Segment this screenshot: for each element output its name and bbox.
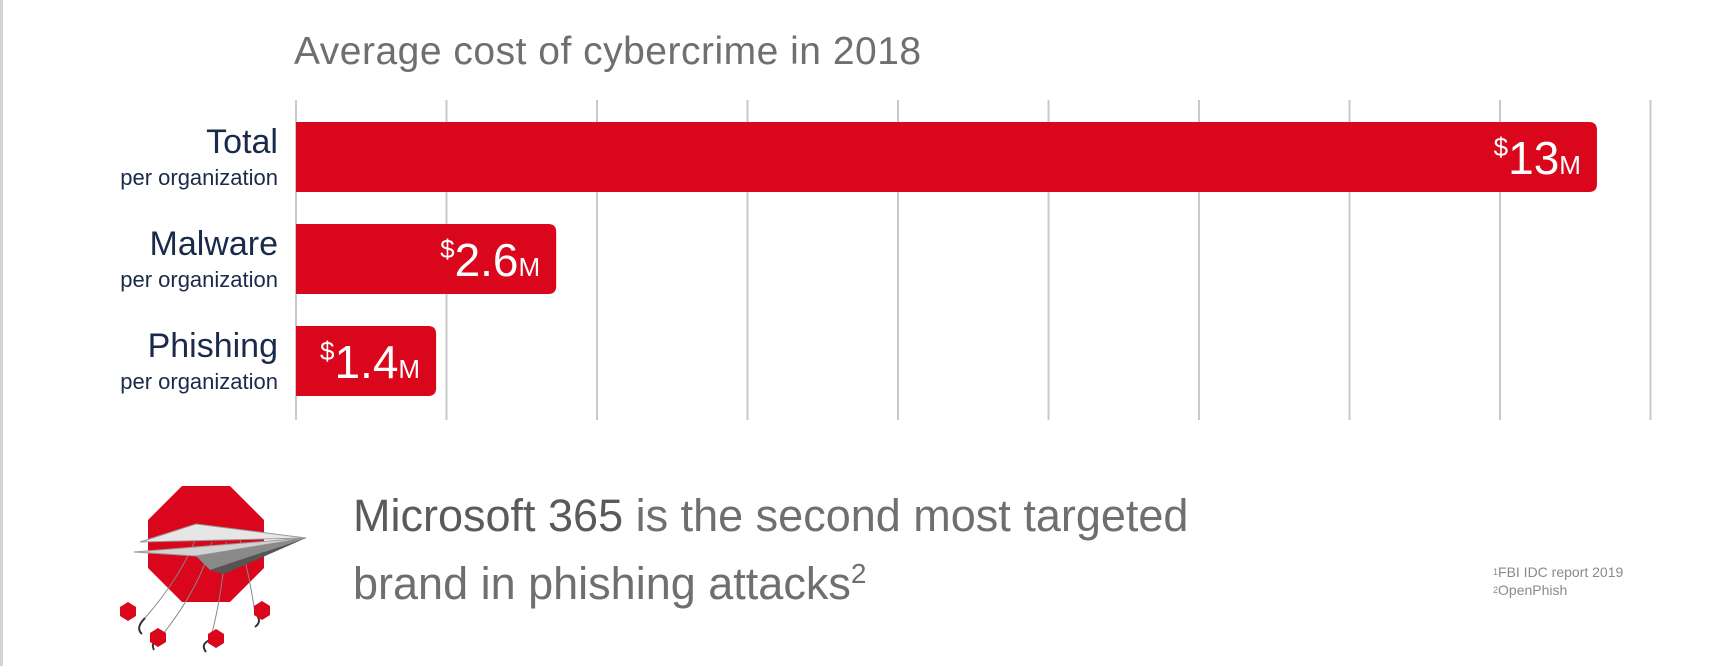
bar-value-label: $1.4M <box>320 336 420 388</box>
chart-bars: $13M$2.6M$1.4M <box>296 122 1597 396</box>
footnotes: 1FBI IDC report 2019 2OpenPhish <box>1493 563 1623 599</box>
value-suffix: M <box>519 252 541 282</box>
footnote-2-text: OpenPhish <box>1498 582 1568 598</box>
headline-line-2-text: brand in phishing attacks <box>353 558 851 609</box>
paper-plane-stop-sign-phishing-hooks-icon <box>120 486 307 653</box>
footnote-1-text: FBI IDC report 2019 <box>1498 564 1624 580</box>
footnote-2-marker: 2 <box>1493 585 1499 595</box>
bar <box>296 326 437 396</box>
bar <box>296 224 557 294</box>
headline-line-1-text: is the second most targeted <box>623 490 1189 541</box>
left-border <box>0 0 3 666</box>
category-label: Total <box>206 123 278 161</box>
value-prefix: $ <box>1494 132 1509 162</box>
value-number: 2.6 <box>455 234 519 286</box>
category-label: Phishing <box>148 327 278 365</box>
category-sublabel: per organization <box>120 165 278 190</box>
value-prefix: $ <box>440 234 455 264</box>
footnote-1-marker: 1 <box>1493 567 1499 577</box>
category-label: Malware <box>150 225 278 263</box>
value-prefix: $ <box>320 336 335 366</box>
footnote-1: 1FBI IDC report 2019 <box>1493 563 1623 581</box>
headline-line-2: brand in phishing attacks2 <box>353 550 1253 618</box>
bar-value-label: $2.6M <box>440 234 540 286</box>
brand-name: Microsoft 365 <box>353 490 624 541</box>
value-number: 13 <box>1508 132 1559 184</box>
chart-title: Average cost of cybercrime in 2018 <box>294 30 922 73</box>
headline-message: Microsoft 365 is the second most targete… <box>353 482 1253 618</box>
footnote-2: 2OpenPhish <box>1493 581 1623 599</box>
headline-line-1: Microsoft 365 is the second most targete… <box>353 482 1253 550</box>
bar <box>296 122 1597 192</box>
bar-value-label: $13M <box>1494 132 1581 184</box>
footnote-ref: 2 <box>850 558 867 589</box>
category-labels: Total per organization Malware per organiza… <box>120 123 278 394</box>
value-suffix: M <box>1559 150 1581 180</box>
category-sublabel: per organization <box>120 267 278 292</box>
value-number: 1.4 <box>334 336 398 388</box>
category-sublabel: per organization <box>120 369 278 394</box>
value-suffix: M <box>398 354 420 384</box>
